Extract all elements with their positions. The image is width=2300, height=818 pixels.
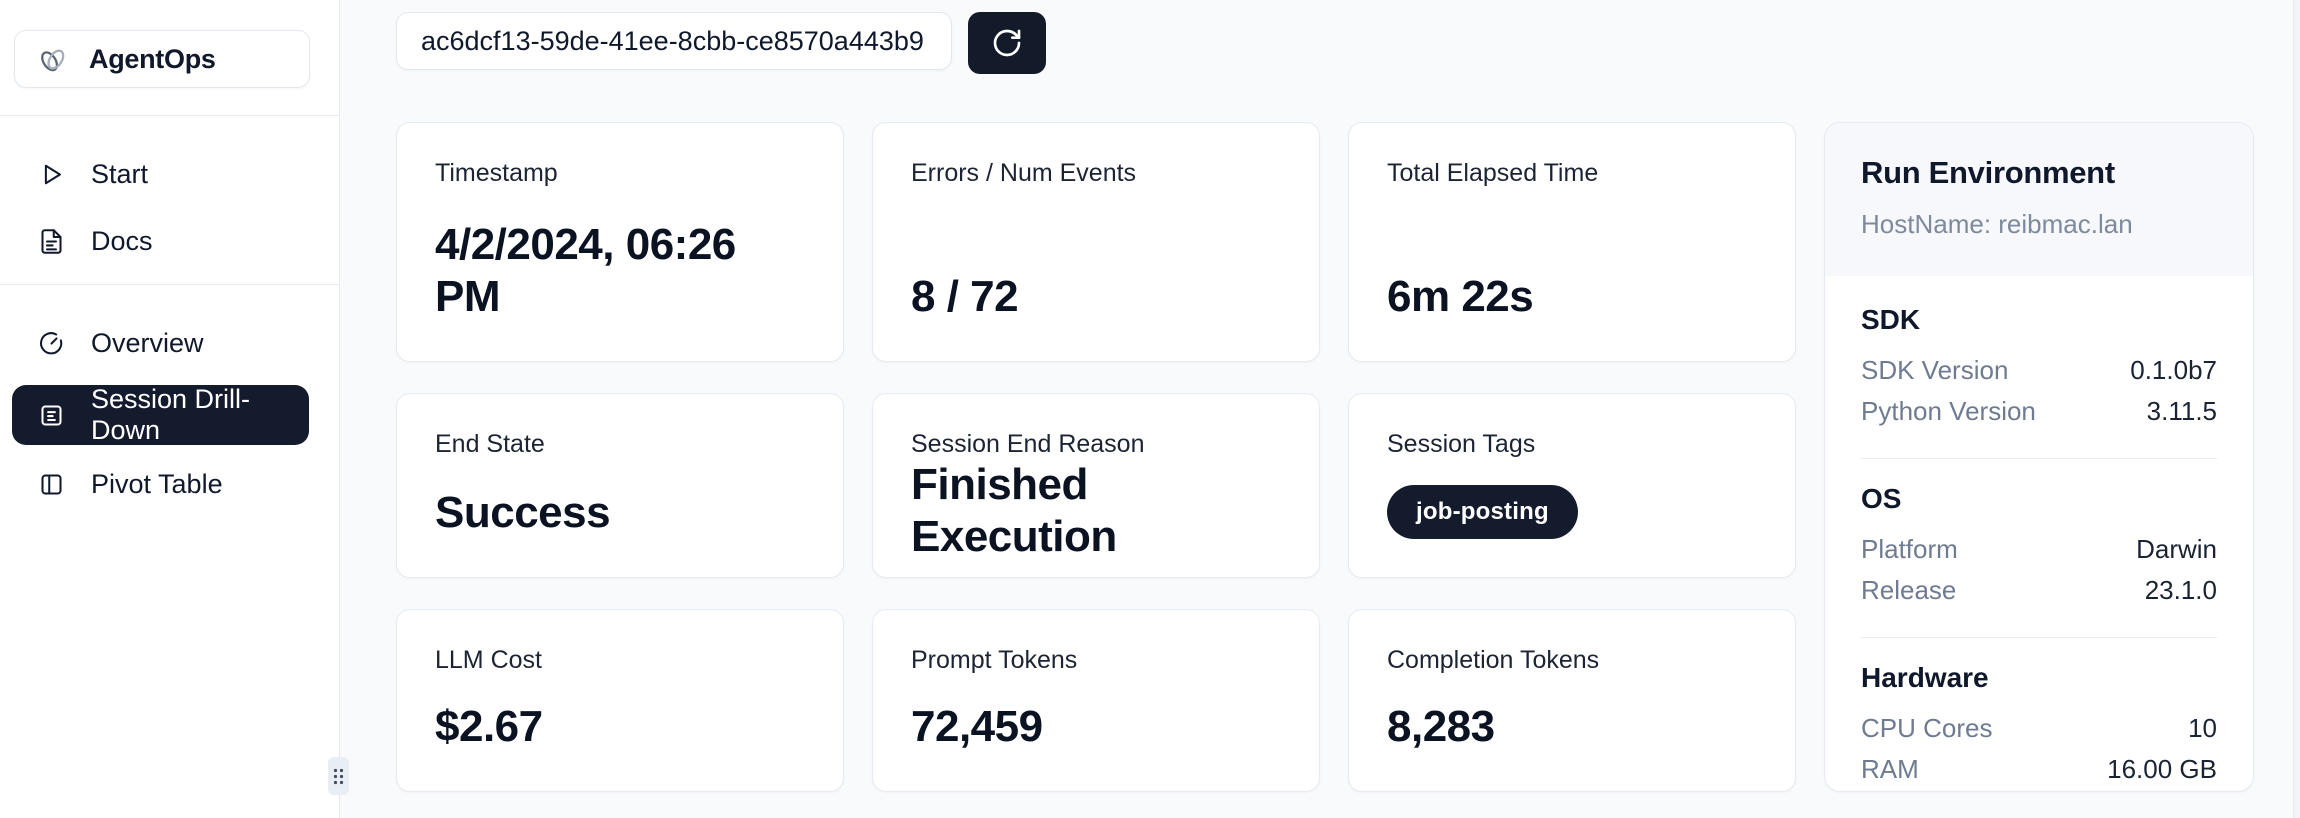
sidebar-divider xyxy=(0,284,339,285)
env-row-label: RAM xyxy=(1861,754,1919,784)
card-session-end-reason: Session End Reason Finished Execution xyxy=(872,393,1320,578)
run-environment-body: SDK SDK Version 0.1.0b7 Python Version 3… xyxy=(1825,276,2253,791)
card-value: 6m 22s xyxy=(1387,272,1534,322)
card-value: Success xyxy=(435,488,611,538)
env-divider xyxy=(1861,637,2217,638)
card-label: LLM Cost xyxy=(435,646,542,674)
sidebar-divider xyxy=(0,115,339,116)
env-row-label: SDK Version xyxy=(1861,355,2009,385)
sidebar-item-label: Pivot Table xyxy=(91,468,223,499)
metrics-grid: Timestamp 4/2/2024, 06:26 PM Errors / Nu… xyxy=(396,122,2300,792)
sidebar: AgentOps Start Docs Overview Se xyxy=(0,0,349,818)
hostname-text: HostName: reibmac.lan xyxy=(1861,209,2133,239)
card-label: Prompt Tokens xyxy=(911,646,1078,674)
card-end-state: End State Success xyxy=(396,393,844,578)
run-environment-title: Run Environment xyxy=(1861,155,2115,190)
env-row-platform: Platform Darwin xyxy=(1861,529,2217,570)
env-row-value: Darwin xyxy=(2136,534,2217,564)
sidebar-item-pivot-table[interactable]: Pivot Table xyxy=(0,459,339,509)
run-environment-panel: Run Environment HostName: reibmac.lan SD… xyxy=(1824,122,2254,792)
env-section-heading: SDK xyxy=(1861,304,1921,335)
session-tag-badge[interactable]: job-posting xyxy=(1387,485,1578,539)
env-row-release: Release 23.1.0 xyxy=(1861,570,2217,611)
env-row-value: 23.1.0 xyxy=(2144,575,2217,605)
gauge-icon xyxy=(38,330,65,357)
scrollbar-track[interactable] xyxy=(2293,0,2300,818)
session-topbar xyxy=(396,12,2300,74)
play-icon xyxy=(38,161,65,188)
sidebar-item-docs[interactable]: Docs xyxy=(0,216,339,266)
session-list-icon xyxy=(38,402,65,429)
sidebar-resize-handle[interactable] xyxy=(328,757,349,795)
main-content: Timestamp 4/2/2024, 06:26 PM Errors / Nu… xyxy=(340,0,2300,818)
card-completion-tokens: Completion Tokens 8,283 xyxy=(1348,609,1796,792)
env-row-label: Platform xyxy=(1861,534,1958,564)
card-value: 4/2/2024, 06:26 PM xyxy=(435,220,736,322)
env-row-value: 3.11.5 xyxy=(2146,396,2217,426)
sidebar-item-session-drill-down[interactable]: Session Drill-Down xyxy=(12,384,309,445)
env-row-label: Python Version xyxy=(1861,396,2036,426)
env-row-value: 0.1.0b7 xyxy=(2130,355,2217,385)
sidebar-item-label: Docs xyxy=(91,225,153,256)
env-section-hardware: Hardware CPU Cores 10 RAM 16.00 GB xyxy=(1861,662,2217,790)
env-row-value: 16.00 GB xyxy=(2107,754,2217,784)
env-section-heading: OS xyxy=(1861,483,1902,514)
card-label: Completion Tokens xyxy=(1387,646,1600,674)
env-row-cpu-cores: CPU Cores 10 xyxy=(1861,708,2217,749)
refresh-button[interactable] xyxy=(968,12,1046,74)
refresh-icon xyxy=(991,27,1023,59)
sidebar-item-label: Session Drill-Down xyxy=(91,384,251,445)
sidebar-item-label: Overview xyxy=(91,327,204,358)
card-total-elapsed-time: Total Elapsed Time 6m 22s xyxy=(1348,122,1796,362)
document-icon xyxy=(38,228,65,255)
card-label: Session Tags xyxy=(1387,430,1536,458)
env-section-heading: Hardware xyxy=(1861,662,1989,693)
env-row-label: Release xyxy=(1861,575,1957,605)
sidebar-item-label: Start xyxy=(91,158,149,189)
panel-left-icon xyxy=(38,471,65,498)
env-row-ram: RAM 16.00 GB xyxy=(1861,749,2217,790)
card-session-tags: Session Tags job-posting xyxy=(1348,393,1796,578)
session-id-input[interactable] xyxy=(396,12,952,70)
card-prompt-tokens: Prompt Tokens 72,459 xyxy=(872,609,1320,792)
agentops-logo-icon xyxy=(37,43,69,75)
card-llm-cost: LLM Cost $2.67 xyxy=(396,609,844,792)
sidebar-nav: Start Docs Overview Session Drill-Down xyxy=(0,116,339,509)
env-row-python-version: Python Version 3.11.5 xyxy=(1861,391,2217,432)
card-label: Timestamp xyxy=(435,159,558,187)
run-environment-header: Run Environment HostName: reibmac.lan xyxy=(1825,123,2253,276)
card-label: Total Elapsed Time xyxy=(1387,159,1599,187)
env-row-sdk-version: SDK Version 0.1.0b7 xyxy=(1861,350,2217,391)
card-errors-num-events: Errors / Num Events 8 / 72 xyxy=(872,122,1320,362)
sidebar-item-start[interactable]: Start xyxy=(0,149,339,199)
card-value: Finished Execution xyxy=(911,460,1117,561)
env-section-os: OS Platform Darwin Release 23.1.0 xyxy=(1861,483,2217,611)
env-row-label: CPU Cores xyxy=(1861,713,1993,743)
env-divider xyxy=(1861,458,2217,459)
card-label: Errors / Num Events xyxy=(911,159,1137,187)
card-value: 8,283 xyxy=(1387,702,1495,752)
card-label: Session End Reason xyxy=(911,430,1145,458)
sidebar-item-overview[interactable]: Overview xyxy=(0,318,339,368)
env-section-sdk: SDK SDK Version 0.1.0b7 Python Version 3… xyxy=(1861,304,2217,432)
card-value: 8 / 72 xyxy=(911,272,1019,322)
env-row-value: 10 xyxy=(2188,713,2217,743)
card-value: $2.67 xyxy=(435,702,543,752)
agentops-logo[interactable]: AgentOps xyxy=(14,30,310,88)
grip-dots-icon xyxy=(333,768,344,784)
card-label: End State xyxy=(435,430,545,458)
brand-name: AgentOps xyxy=(89,43,216,74)
card-timestamp: Timestamp 4/2/2024, 06:26 PM xyxy=(396,122,844,362)
card-value: 72,459 xyxy=(911,702,1043,752)
